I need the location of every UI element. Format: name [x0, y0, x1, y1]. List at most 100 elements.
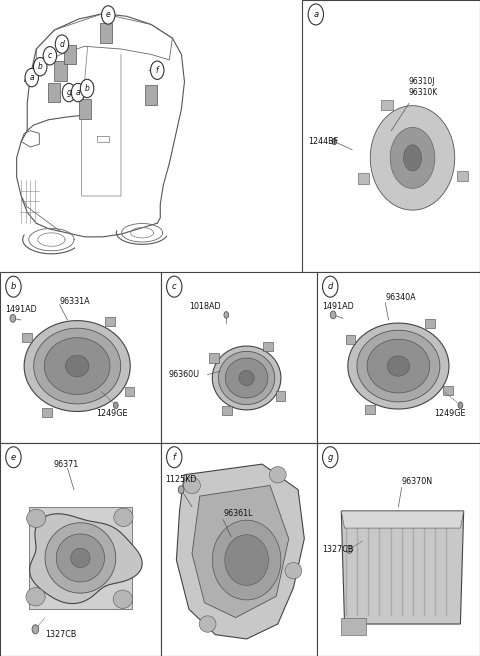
- Circle shape: [178, 485, 184, 494]
- Text: 96371: 96371: [53, 460, 78, 468]
- Circle shape: [72, 83, 85, 102]
- Bar: [222, 406, 232, 415]
- Circle shape: [80, 79, 94, 98]
- Bar: [0, 443, 161, 656]
- Text: b: b: [38, 62, 43, 72]
- Ellipse shape: [285, 562, 302, 579]
- Text: e: e: [106, 10, 110, 20]
- Polygon shape: [341, 511, 464, 528]
- Polygon shape: [177, 464, 304, 639]
- Circle shape: [458, 402, 463, 409]
- Bar: [145, 85, 157, 105]
- Text: 1249GE: 1249GE: [96, 409, 128, 419]
- Bar: [42, 408, 52, 417]
- Ellipse shape: [183, 478, 201, 493]
- Bar: [100, 23, 112, 43]
- Circle shape: [167, 276, 182, 297]
- Circle shape: [323, 276, 338, 297]
- Text: g: g: [67, 88, 72, 97]
- Text: a: a: [29, 73, 34, 82]
- Bar: [263, 342, 273, 351]
- Polygon shape: [370, 106, 455, 210]
- Bar: [161, 443, 317, 656]
- Text: e: e: [11, 453, 16, 462]
- Ellipse shape: [27, 509, 46, 527]
- Polygon shape: [45, 523, 116, 593]
- Ellipse shape: [199, 616, 216, 632]
- Text: c: c: [48, 51, 52, 60]
- Text: 1327CB: 1327CB: [322, 545, 353, 554]
- Circle shape: [32, 625, 39, 634]
- Polygon shape: [348, 323, 449, 409]
- Text: 1244BF: 1244BF: [308, 137, 338, 146]
- Polygon shape: [390, 127, 435, 188]
- Text: 1018AD: 1018AD: [189, 302, 220, 311]
- Polygon shape: [192, 485, 289, 618]
- Polygon shape: [404, 145, 421, 171]
- Circle shape: [308, 4, 324, 25]
- Polygon shape: [24, 321, 130, 411]
- Ellipse shape: [269, 466, 286, 483]
- Circle shape: [6, 276, 21, 297]
- Circle shape: [330, 311, 336, 319]
- Polygon shape: [44, 338, 110, 394]
- Polygon shape: [212, 520, 281, 600]
- Circle shape: [34, 58, 47, 76]
- Polygon shape: [225, 535, 268, 585]
- Polygon shape: [71, 548, 90, 567]
- Text: 96360U: 96360U: [168, 370, 200, 379]
- Text: 96370N: 96370N: [402, 477, 433, 485]
- Polygon shape: [387, 356, 409, 376]
- Text: 96361L: 96361L: [223, 508, 252, 518]
- Text: a: a: [76, 88, 80, 97]
- Circle shape: [25, 68, 38, 87]
- Text: c: c: [172, 282, 177, 291]
- Polygon shape: [239, 371, 254, 386]
- Bar: [358, 173, 369, 184]
- Bar: [317, 443, 480, 656]
- Circle shape: [332, 138, 337, 145]
- Bar: [48, 83, 60, 102]
- Circle shape: [347, 546, 352, 554]
- Polygon shape: [56, 534, 105, 582]
- Bar: [105, 317, 115, 326]
- Text: 96331A: 96331A: [60, 297, 90, 306]
- Polygon shape: [341, 618, 366, 635]
- Bar: [425, 319, 434, 329]
- Bar: [381, 100, 393, 110]
- Ellipse shape: [26, 588, 45, 606]
- Text: d: d: [60, 39, 64, 49]
- Bar: [0, 272, 161, 443]
- Bar: [54, 61, 67, 81]
- Polygon shape: [29, 507, 132, 609]
- Bar: [317, 272, 480, 443]
- Polygon shape: [357, 330, 440, 402]
- Polygon shape: [65, 356, 89, 377]
- Circle shape: [113, 402, 118, 409]
- Circle shape: [43, 47, 57, 65]
- Bar: [346, 335, 355, 344]
- Polygon shape: [34, 328, 120, 404]
- Bar: [365, 405, 374, 415]
- Bar: [444, 386, 453, 395]
- Text: f: f: [173, 453, 176, 462]
- Bar: [209, 354, 219, 363]
- Bar: [63, 45, 75, 64]
- Bar: [22, 333, 32, 342]
- Text: b: b: [11, 282, 16, 291]
- Bar: [276, 392, 285, 401]
- Text: 1491AD: 1491AD: [5, 305, 36, 314]
- Circle shape: [323, 447, 338, 468]
- Ellipse shape: [113, 590, 132, 608]
- Polygon shape: [367, 339, 430, 393]
- Text: f: f: [156, 66, 158, 75]
- Bar: [124, 387, 134, 396]
- Polygon shape: [341, 511, 464, 624]
- Circle shape: [6, 447, 21, 468]
- Polygon shape: [212, 346, 281, 410]
- Circle shape: [55, 35, 69, 53]
- Text: a: a: [313, 10, 318, 19]
- Circle shape: [224, 312, 229, 318]
- Polygon shape: [218, 352, 275, 405]
- Text: 1125KD: 1125KD: [166, 474, 197, 483]
